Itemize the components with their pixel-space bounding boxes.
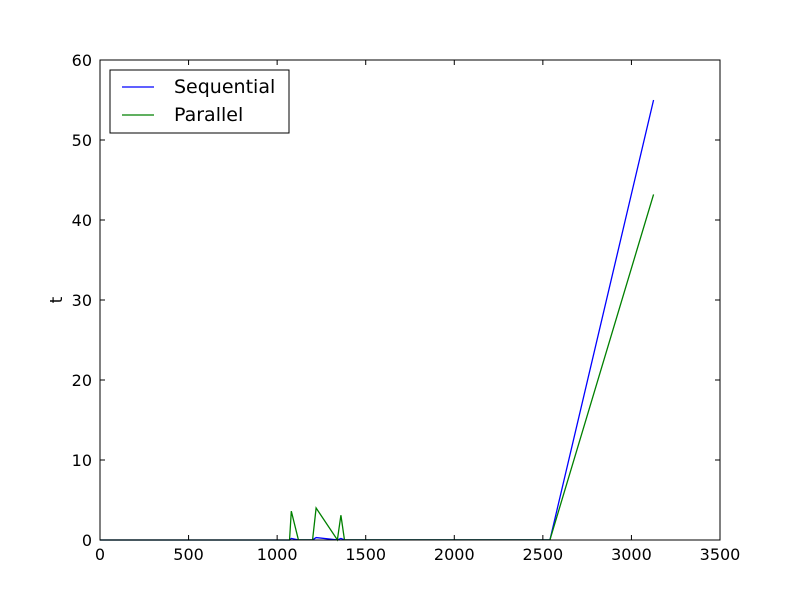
y-tick-label: 20 <box>72 371 92 390</box>
y-tick-label: 60 <box>72 51 92 70</box>
ticks-layer: 0 500 1000 1500 2000 2500 3000 3500 0 10 20 30 40 50 6… <box>72 51 741 564</box>
x-tick-label: 2500 <box>522 545 563 564</box>
x-tick-label: 1000 <box>257 545 298 564</box>
y-tick-label: 40 <box>72 211 92 230</box>
x-tick-label: 1500 <box>345 545 386 564</box>
y-tick-label: 10 <box>72 451 92 470</box>
series-line-sequential <box>100 99 655 541</box>
y-axis-label: t <box>47 296 67 303</box>
x-tick-label: 0 <box>95 545 105 564</box>
x-tick-label: 500 <box>173 545 204 564</box>
x-tick-label: 3000 <box>611 545 652 564</box>
legend-label-parallel: Parallel <box>174 104 243 126</box>
y-tick-label: 50 <box>72 131 92 150</box>
x-tick-label: 2000 <box>434 545 475 564</box>
y-tick-label: 0 <box>82 531 92 550</box>
legend: Sequential Parallel <box>109 69 290 134</box>
legend-box <box>109 69 290 134</box>
x-tick-label: 3500 <box>700 545 741 564</box>
plot-area-frame <box>99 59 721 541</box>
series-layer <box>100 99 655 542</box>
legend-label-sequential: Sequential <box>174 76 275 98</box>
series-line-parallel <box>100 194 655 542</box>
y-tick-label: 30 <box>72 291 92 310</box>
